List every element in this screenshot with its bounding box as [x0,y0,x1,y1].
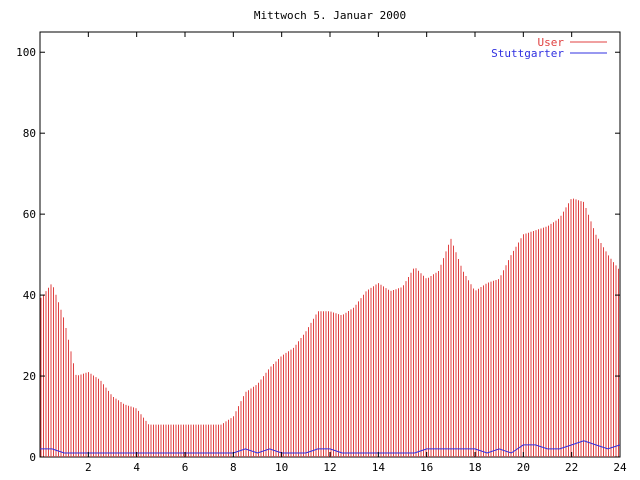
x-tick-label: 14 [372,461,386,474]
y-tick-label: 60 [23,208,36,221]
x-tick-label: 10 [275,461,288,474]
x-tick-label: 8 [230,461,237,474]
y-tick-label: 20 [23,370,36,383]
y-tick-label: 40 [23,289,36,302]
y-tick-label: 0 [29,451,36,464]
x-tick-label: 2 [85,461,92,474]
x-tick-label: 6 [182,461,189,474]
x-tick-label: 16 [420,461,433,474]
chart-title: Mittwoch 5. Januar 2000 [254,9,406,22]
x-tick-label: 18 [468,461,481,474]
x-tick-label: 20 [517,461,530,474]
x-tick-label: 24 [613,461,627,474]
x-tick-label: 12 [323,461,336,474]
y-tick-label: 100 [16,46,36,59]
y-tick-label: 80 [23,127,36,140]
x-tick-label: 22 [565,461,578,474]
user-series-group [40,198,619,457]
legend-label-user: User [538,36,565,49]
legend: User Stuttgarter [491,36,607,60]
legend-label-stuttgarter: Stuttgarter [491,47,564,60]
x-tick-label: 4 [133,461,140,474]
